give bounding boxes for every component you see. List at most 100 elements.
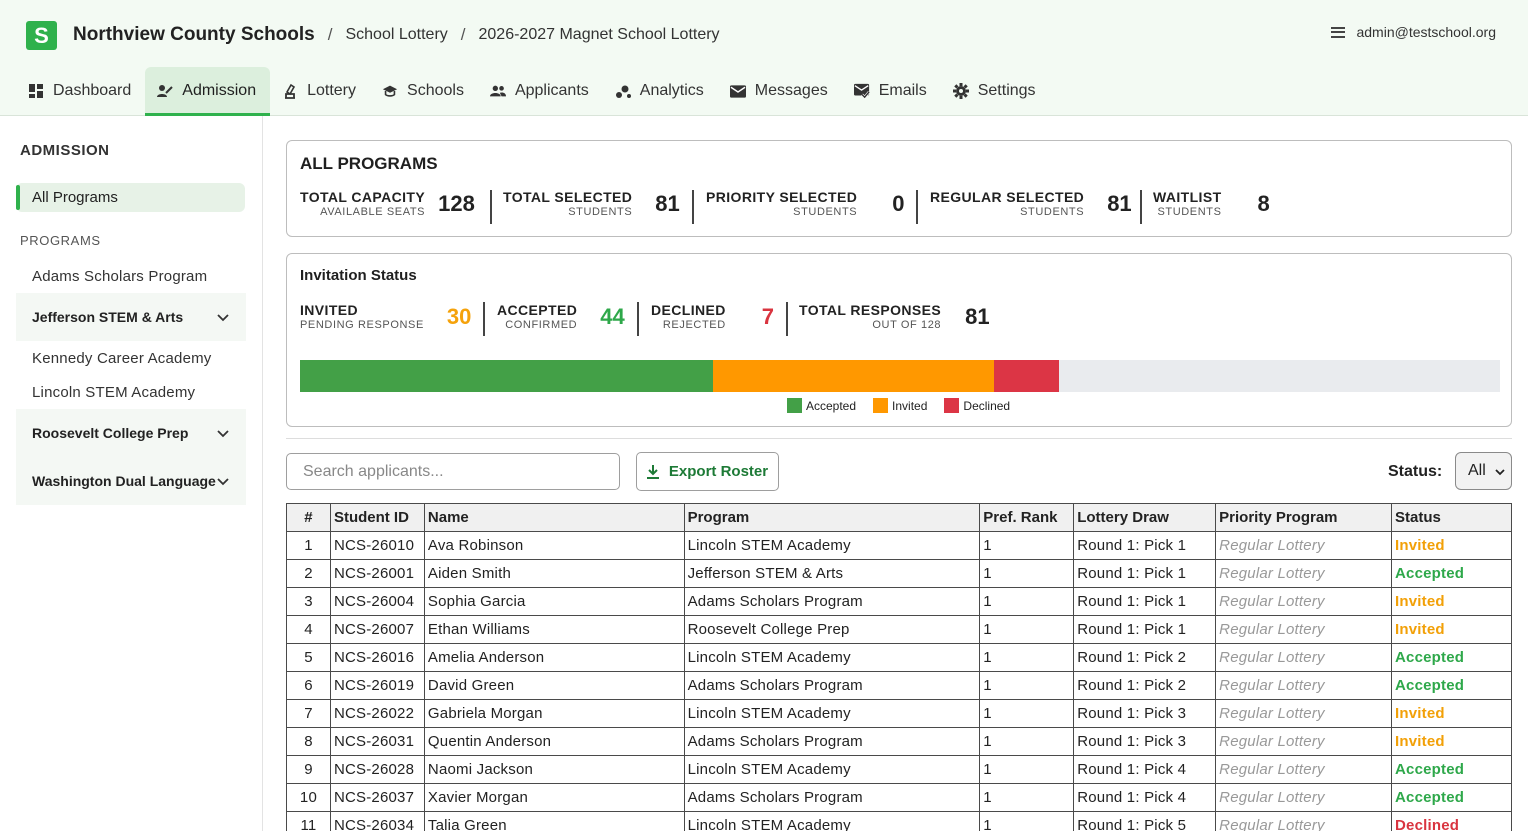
status-filter-value: All (1468, 462, 1486, 479)
sidebar-item-label: Jefferson STEM & Arts (32, 309, 184, 325)
progress-segment-accepted (300, 360, 713, 392)
status-filter-label: Status: (1388, 463, 1443, 480)
stat-label: INVITED (300, 302, 359, 318)
legend-label: Invited (892, 398, 928, 413)
stat-sublabel: PENDING RESPONSE (300, 319, 424, 331)
column-header[interactable]: Status (1391, 503, 1512, 532)
column-header[interactable]: Priority Program (1215, 503, 1393, 532)
table-row[interactable]: 5 NCS-26016 Amelia Anderson Lincoln STEM Ac… (286, 643, 1512, 672)
tab-dashboard[interactable]: Dashboard (16, 67, 145, 115)
pref-rank: 1 (979, 671, 1075, 700)
table-row[interactable]: 9 NCS-26028 Naomi Jackson Lincoln STEM Acad… (286, 755, 1512, 784)
status-filter-select[interactable]: All (1455, 452, 1512, 490)
breadcrumb-current-lottery[interactable]: 2026-2027 Magnet School Lottery (478, 26, 720, 43)
sidebar-title: ADMISSION (20, 142, 110, 159)
stat-accepted: ACCEPTED CONFIRMED 44 (497, 302, 625, 331)
org-name[interactable]: Northview County Schools (73, 24, 315, 45)
status-badge: Accepted (1391, 671, 1512, 700)
gear-icon (952, 83, 969, 99)
table-row[interactable]: 7 NCS-26022 Gabriela Morgan Lincoln STEM Ac… (286, 699, 1512, 728)
student-name: Naomi Jackson (423, 755, 685, 784)
progress-segment-invited (712, 360, 994, 392)
table-row[interactable]: 4 NCS-26007 Ethan Williams Roosevelt Colleg… (286, 615, 1512, 644)
stat-total-responses: TOTAL RESPONSES OUT OF 128 81 (799, 302, 990, 331)
status-badge: Invited (1391, 699, 1512, 728)
student-name: Amelia Anderson (423, 643, 685, 672)
table-row[interactable]: 11 NCS-26034 Talia Green Lincoln STEM Acade… (286, 811, 1512, 831)
column-header[interactable]: # (286, 503, 331, 532)
student-name: Sophia Garcia (423, 587, 685, 616)
sidebar-item-lincoln[interactable]: Lincoln STEM Academy (32, 384, 196, 401)
sidebar-item-all-programs[interactable]: All Programs (16, 183, 245, 212)
stat-declined: DECLINED REJECTED 7 (651, 302, 774, 331)
export-label: Export Roster (668, 463, 769, 480)
sidebar-group-jefferson[interactable]: Jefferson STEM & Arts (16, 293, 246, 341)
column-header[interactable]: Name (423, 503, 685, 532)
stat-invited: INVITED PENDING RESPONSE 30 (300, 302, 471, 331)
sidebar-group-washington[interactable]: Washington Dual Language (16, 457, 246, 505)
analytics-icon (615, 83, 631, 99)
chevron-down-icon[interactable] (216, 310, 230, 324)
pref-rank: 1 (979, 587, 1075, 616)
tab-settings[interactable]: Settings (941, 67, 1050, 115)
student-name: Aiden Smith (423, 559, 685, 588)
export-roster-button[interactable]: Export Roster (636, 452, 779, 491)
table-row[interactable]: 3 NCS-26004 Sophia Garcia Adams Scholars Pr… (286, 587, 1512, 616)
stat-label: TOTAL SELECTED (503, 189, 633, 205)
priority-program: Regular Lottery (1215, 755, 1393, 784)
tab-lottery[interactable]: Lottery (270, 67, 370, 115)
student-id: NCS-26016 (329, 643, 425, 672)
menu-icon[interactable] (1331, 26, 1346, 38)
divider (692, 190, 694, 224)
priority-program: Regular Lottery (1215, 811, 1393, 831)
program: Lincoln STEM Academy (683, 699, 981, 728)
mail-icon (729, 83, 746, 99)
sidebar-group-roosevelt[interactable]: Roosevelt College Prep (16, 409, 246, 457)
tab-emails[interactable]: Emails (842, 67, 941, 115)
column-header[interactable]: Student ID (329, 503, 425, 532)
table-row[interactable]: 10 NCS-26037 Xavier Morgan Adams Scholars P… (286, 783, 1512, 812)
stat-label: ACCEPTED (497, 302, 578, 318)
chevron-down-icon[interactable] (216, 474, 230, 488)
status-badge: Accepted (1391, 755, 1512, 784)
tab-applicants[interactable]: Applicants (478, 67, 603, 115)
row-number: 8 (286, 727, 331, 756)
breadcrumb: Northview County Schools / School Lotter… (73, 22, 720, 48)
stat-sublabel: CONFIRMED (505, 319, 578, 331)
student-id: NCS-26034 (329, 811, 425, 831)
user-email: admin@testschool.org (1356, 24, 1496, 40)
table-row[interactable]: 2 NCS-26001 Aiden Smith Jefferson STEM & Ar… (286, 559, 1512, 588)
row-number: 4 (286, 615, 331, 644)
student-id: NCS-26004 (329, 587, 425, 616)
sidebar-item-kennedy[interactable]: Kennedy Career Academy (32, 350, 212, 367)
program: Lincoln STEM Academy (683, 531, 981, 560)
column-header[interactable]: Lottery Draw (1073, 503, 1217, 532)
breadcrumb-school-lottery[interactable]: School Lottery (345, 26, 448, 43)
tab-admission[interactable]: Admission (145, 67, 271, 116)
table-row[interactable]: 1 NCS-26010 Ava Robinson Lincoln STEM Acade… (286, 531, 1512, 560)
table-row[interactable]: 6 NCS-26019 David Green Adams Scholars Prog… (286, 671, 1512, 700)
user-menu[interactable]: admin@testschool.org (1331, 24, 1496, 40)
column-header[interactable]: Program (683, 503, 981, 532)
stat-value: 44 (600, 303, 625, 329)
tab-analytics[interactable]: Analytics (603, 67, 718, 115)
search-input[interactable] (286, 453, 620, 490)
stat-value: 8 (1257, 190, 1270, 216)
divider (1140, 190, 1142, 224)
pref-rank: 1 (979, 643, 1075, 672)
mark-email-icon (853, 83, 870, 99)
legend-swatch (944, 398, 960, 413)
sidebar-item-label: Washington Dual Language (32, 473, 216, 489)
sidebar-item-adams[interactable]: Adams Scholars Program (32, 268, 208, 285)
stat-regular-selected: REGULAR SELECTED STUDENTS 81 (930, 189, 1132, 218)
table-row[interactable]: 8 NCS-26031 Quentin Anderson Adams Scholars… (286, 727, 1512, 756)
tab-messages[interactable]: Messages (718, 67, 842, 115)
table-body: 1 NCS-26010 Ava Robinson Lincoln STEM Acade… (286, 531, 1512, 831)
app-logo[interactable]: S (26, 21, 57, 50)
progress-segment-declined (993, 360, 1060, 392)
column-header[interactable]: Pref. Rank (979, 503, 1075, 532)
stat-value: 81 (655, 190, 680, 216)
tab-label: Applicants (514, 82, 589, 99)
chevron-down-icon[interactable] (216, 426, 230, 440)
tab-schools[interactable]: Schools (370, 67, 478, 115)
